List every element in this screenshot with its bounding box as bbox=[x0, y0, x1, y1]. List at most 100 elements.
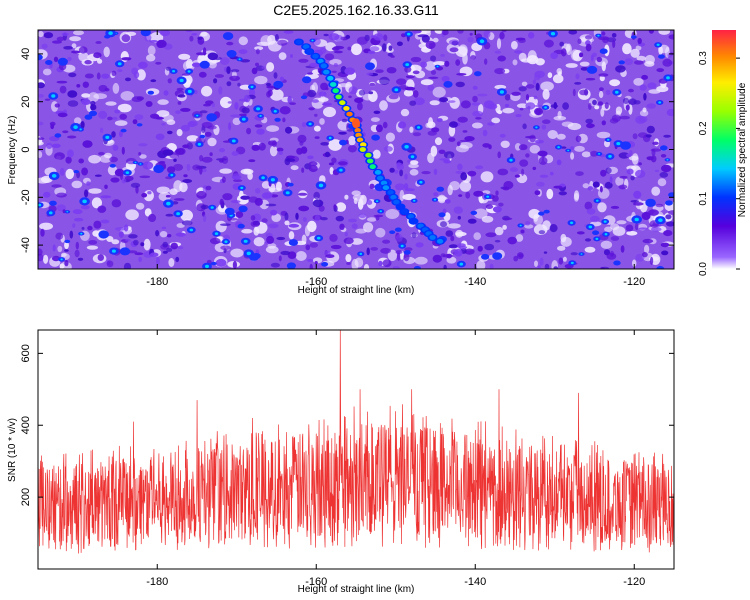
heatmap-cell bbox=[325, 87, 329, 91]
heatmap-cell bbox=[498, 202, 504, 207]
heatmap-cell bbox=[625, 104, 630, 111]
y-tick-label: 400 bbox=[20, 416, 32, 434]
heatmap-hotspot-core bbox=[666, 159, 669, 161]
heatmap-cell bbox=[87, 225, 93, 231]
heatmap-hotspot-core bbox=[73, 125, 78, 130]
heatmap-cell bbox=[611, 114, 622, 123]
heatmap-cell bbox=[522, 123, 527, 130]
heatmap-hotspot bbox=[630, 35, 637, 39]
heatmap-gap bbox=[552, 74, 564, 84]
heatmap-hotspot-core bbox=[580, 253, 583, 255]
heatmap-gap bbox=[600, 240, 613, 249]
heatmap-cell bbox=[295, 212, 299, 220]
heatmap-cell bbox=[428, 76, 439, 80]
heatmap-cell bbox=[123, 262, 132, 269]
heatmap-gap bbox=[632, 259, 637, 267]
heatmap-cell bbox=[562, 102, 569, 110]
heatmap-gap bbox=[39, 222, 53, 230]
heatmap-cell bbox=[241, 107, 250, 114]
heatmap-cell bbox=[235, 211, 244, 219]
heatmap-cell bbox=[528, 32, 535, 39]
heatmap-cell bbox=[398, 121, 407, 129]
heatmap-cell bbox=[93, 52, 102, 59]
heatmap-hotspot bbox=[403, 250, 411, 255]
heatmap-gap bbox=[610, 223, 620, 231]
heatmap-gap bbox=[642, 107, 647, 113]
heatmap-hotspot-core bbox=[419, 180, 423, 184]
heatmap-cell bbox=[576, 231, 585, 235]
heatmap-gap bbox=[353, 197, 358, 204]
heatmap-cell bbox=[518, 144, 528, 151]
heatmap-cell bbox=[448, 244, 458, 249]
heatmap-cell bbox=[645, 134, 652, 138]
heatmap-cell bbox=[443, 264, 447, 269]
heatmap-cell bbox=[483, 100, 495, 109]
heatmap-hotspot-core bbox=[117, 62, 122, 66]
heatmap-gap bbox=[38, 31, 44, 38]
heatmap-hotspot-core bbox=[231, 139, 236, 143]
heatmap-cell bbox=[331, 70, 337, 74]
x-tick-label: -120 bbox=[623, 276, 645, 288]
heatmap-gap bbox=[180, 209, 193, 222]
heatmap-hotspot-core bbox=[535, 126, 538, 129]
heatmap-hotspot bbox=[599, 48, 608, 54]
heatmap-cell bbox=[396, 41, 403, 47]
ridge-point bbox=[365, 152, 372, 158]
heatmap-gap bbox=[553, 115, 567, 121]
heatmap-cell bbox=[354, 97, 364, 104]
heatmap-cell bbox=[134, 252, 144, 256]
heatmap-cell bbox=[192, 164, 201, 171]
heatmap-gap bbox=[521, 81, 528, 87]
heatmap-gap bbox=[644, 61, 655, 67]
heatmap-cell bbox=[605, 167, 612, 174]
heatmap-gap bbox=[408, 163, 419, 169]
colorbar-tick-label: 0.0 bbox=[698, 262, 709, 276]
heatmap-cell bbox=[189, 35, 194, 42]
heatmap-gap bbox=[546, 188, 554, 200]
heatmap-gap bbox=[387, 249, 398, 261]
heatmap-hotspot-core bbox=[316, 236, 321, 240]
heatmap-cell bbox=[180, 124, 190, 132]
heatmap-cell bbox=[410, 56, 422, 63]
heatmap-cell bbox=[82, 81, 90, 88]
heatmap-hotspot bbox=[389, 230, 396, 234]
heatmap-cell bbox=[343, 237, 354, 245]
heatmap-cell bbox=[440, 54, 445, 57]
heatmap-cell bbox=[167, 166, 176, 174]
heatmap-gap bbox=[111, 239, 120, 245]
heatmap-gap bbox=[600, 108, 605, 117]
heatmap-cell bbox=[227, 101, 233, 104]
heatmap-cell bbox=[648, 30, 655, 34]
heatmap-cell bbox=[525, 102, 536, 110]
heatmap-cell bbox=[369, 183, 375, 189]
heatmap-gap bbox=[88, 154, 101, 164]
heatmap-gap bbox=[173, 180, 183, 193]
heatmap-cell bbox=[625, 224, 634, 232]
heatmap-gap bbox=[136, 69, 146, 81]
heatmap-gap bbox=[644, 244, 650, 254]
heatmap-cell bbox=[74, 217, 84, 222]
heatmap-gap bbox=[284, 220, 290, 226]
heatmap-gap bbox=[455, 229, 464, 238]
heatmap-cell bbox=[230, 69, 240, 73]
heatmap-cell bbox=[499, 31, 505, 40]
heatmap-cell bbox=[219, 159, 224, 163]
heatmap-cell bbox=[301, 121, 307, 128]
heatmap-cell bbox=[65, 156, 72, 164]
heatmap-hotspot-core bbox=[259, 114, 262, 117]
heatmap-cell bbox=[175, 256, 180, 263]
heatmap-cell bbox=[99, 127, 104, 134]
heatmap-cell bbox=[54, 103, 60, 108]
heatmap-cell bbox=[637, 37, 642, 45]
heatmap-cell bbox=[308, 107, 315, 111]
heatmap-cell bbox=[338, 161, 348, 166]
heatmap-gap bbox=[329, 59, 342, 66]
heatmap-cell bbox=[460, 100, 471, 109]
heatmap-cell bbox=[335, 215, 344, 222]
heatmap-cell bbox=[532, 166, 537, 171]
heatmap-gap bbox=[323, 106, 336, 118]
heatmap-cell bbox=[611, 33, 617, 38]
heatmap-hotspot-core bbox=[166, 201, 171, 206]
heatmap-gap bbox=[616, 220, 627, 225]
